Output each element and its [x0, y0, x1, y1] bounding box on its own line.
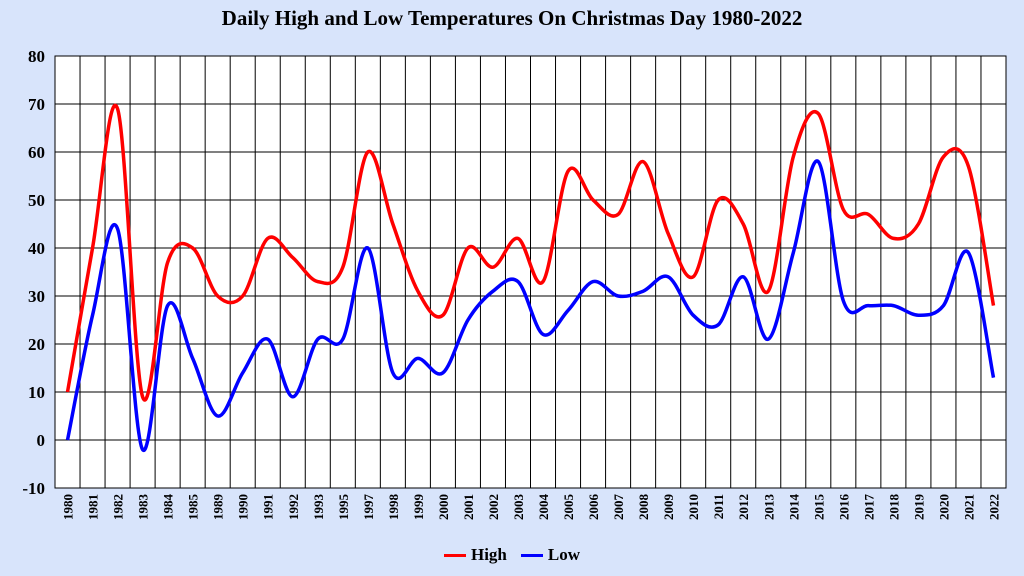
- x-tick-label: 1995: [336, 494, 351, 521]
- x-tick-label: 2008: [636, 494, 651, 521]
- x-tick-label: 1992: [286, 494, 301, 520]
- x-tick-label: 1991: [261, 494, 276, 520]
- x-tick-label: 2020: [936, 494, 951, 520]
- y-tick-label: 30: [28, 287, 45, 306]
- y-tick-label: 20: [28, 335, 45, 354]
- x-tick-label: 1983: [136, 494, 151, 521]
- x-tick-label: 1985: [186, 494, 201, 521]
- horizontal-gridlines: [55, 103, 1006, 441]
- x-tick-label: 2019: [911, 494, 926, 521]
- x-tick-label: 2018: [886, 494, 901, 521]
- x-tick-label: 2010: [686, 494, 701, 520]
- x-tick-label: 2015: [811, 494, 826, 521]
- x-tick-label: 2006: [586, 494, 601, 521]
- x-tick-label: 1993: [311, 494, 326, 521]
- x-tick-label: 2022: [986, 494, 1001, 520]
- x-tick-label: 1990: [236, 494, 251, 520]
- x-tick-label: 1998: [386, 494, 401, 521]
- x-tick-label: 2001: [461, 494, 476, 520]
- legend-item-low[interactable]: Low: [520, 545, 581, 565]
- x-tick-label: 1997: [361, 494, 376, 521]
- y-tick-label: 0: [37, 431, 46, 450]
- y-tick-label: 80: [28, 47, 45, 66]
- x-axis-tick-labels: 1980 1981 1982 1983 1984 1985 1989 1990 1991 1992…: [61, 494, 1002, 521]
- x-tick-label: 2003: [511, 494, 526, 521]
- y-tick-label: 70: [28, 95, 45, 114]
- vertical-gridlines: [79, 56, 982, 488]
- series-line-low: [65, 159, 996, 452]
- legend-swatch-low: [520, 553, 543, 557]
- x-tick-label: 2011: [711, 494, 726, 519]
- x-tick-label: 2016: [836, 494, 851, 521]
- x-tick-label: 1980: [61, 494, 76, 520]
- y-tick-label: 50: [28, 191, 45, 210]
- x-tick-label: 2021: [961, 494, 976, 520]
- y-tick-label: 40: [28, 239, 45, 258]
- y-tick-label: 10: [28, 383, 45, 402]
- chart-title: Daily High and Low Temperatures On Chris…: [221, 6, 803, 30]
- y-axis-tick-labels: -10 0 10 20 30 40 50 60 70 80: [22, 47, 45, 498]
- legend: High Low: [0, 545, 1024, 565]
- x-tick-label: 2005: [561, 494, 576, 521]
- x-tick-label: 2000: [436, 494, 451, 520]
- y-tick-label: -10: [22, 479, 45, 498]
- y-tick-label: 60: [28, 143, 45, 162]
- x-tick-label: 2002: [486, 494, 501, 520]
- x-tick-label: 1999: [411, 494, 426, 521]
- legend-label-high: High: [470, 545, 507, 564]
- x-tick-label: 1984: [161, 494, 176, 521]
- x-tick-label: 2013: [761, 494, 776, 521]
- x-tick-label: 1989: [211, 494, 226, 521]
- series-lines: [65, 103, 996, 452]
- x-tick-label: 1982: [111, 494, 126, 520]
- x-tick-label: 2012: [736, 494, 751, 520]
- legend-label-low: Low: [547, 545, 581, 564]
- legend-swatch-high: [443, 553, 466, 557]
- x-tick-label: 2017: [861, 494, 876, 521]
- x-tick-label: 2007: [611, 494, 626, 521]
- x-tick-label: 2014: [786, 494, 801, 521]
- x-tick-label: 2009: [661, 494, 676, 521]
- x-tick-label: 1981: [86, 494, 101, 520]
- x-tick-label: 2004: [536, 494, 551, 521]
- legend-item-high[interactable]: High: [443, 545, 507, 565]
